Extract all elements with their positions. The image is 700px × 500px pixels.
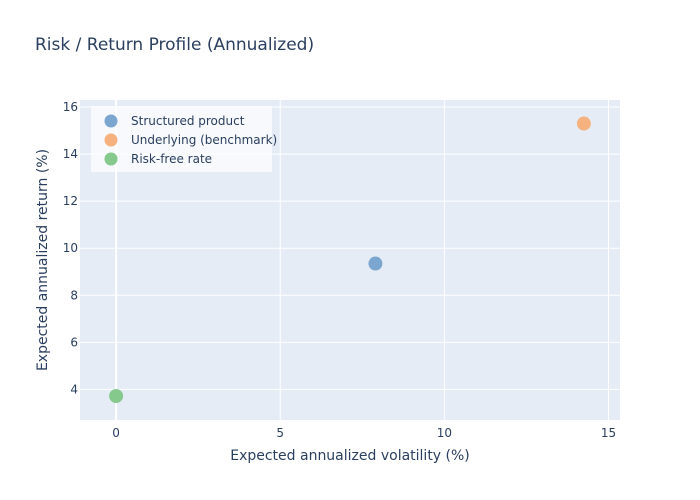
legend-marker <box>104 114 118 128</box>
y-tick-label: 6 <box>70 335 78 349</box>
legend-label: Structured product <box>131 114 245 128</box>
data-point <box>109 389 124 403</box>
y-tick-label: 8 <box>70 288 78 302</box>
legend: Structured product Underlying (benchmark)… <box>91 106 277 172</box>
y-tick-labels: 4 6 8 10 12 14 16 <box>63 100 78 396</box>
legend-label: Risk-free rate <box>131 152 212 166</box>
x-tick-label: 5 <box>276 426 284 440</box>
legend-background <box>91 106 272 172</box>
x-tick-label: 15 <box>601 426 616 440</box>
y-tick-label: 16 <box>63 100 78 114</box>
x-tick-label: 10 <box>437 426 452 440</box>
y-tick-label: 10 <box>63 241 78 255</box>
data-points <box>109 116 591 403</box>
chart-title: Risk / Return Profile (Annualized) <box>35 35 314 55</box>
data-point <box>368 256 383 271</box>
legend-marker <box>104 133 118 147</box>
gridlines <box>80 100 620 420</box>
data-point <box>576 116 591 131</box>
legend-label: Underlying (benchmark) <box>131 133 277 147</box>
y-axis-title: Expected annualized return (%) <box>35 149 51 371</box>
legend-marker <box>104 152 118 166</box>
x-axis-title: Expected annualized volatility (%) <box>230 448 470 464</box>
y-tick-label: 14 <box>63 147 78 161</box>
x-tick-labels: 0 5 10 15 <box>112 426 616 440</box>
y-tick-label: 4 <box>70 382 78 396</box>
y-tick-label: 12 <box>63 194 78 208</box>
x-tick-label: 0 <box>112 426 120 440</box>
